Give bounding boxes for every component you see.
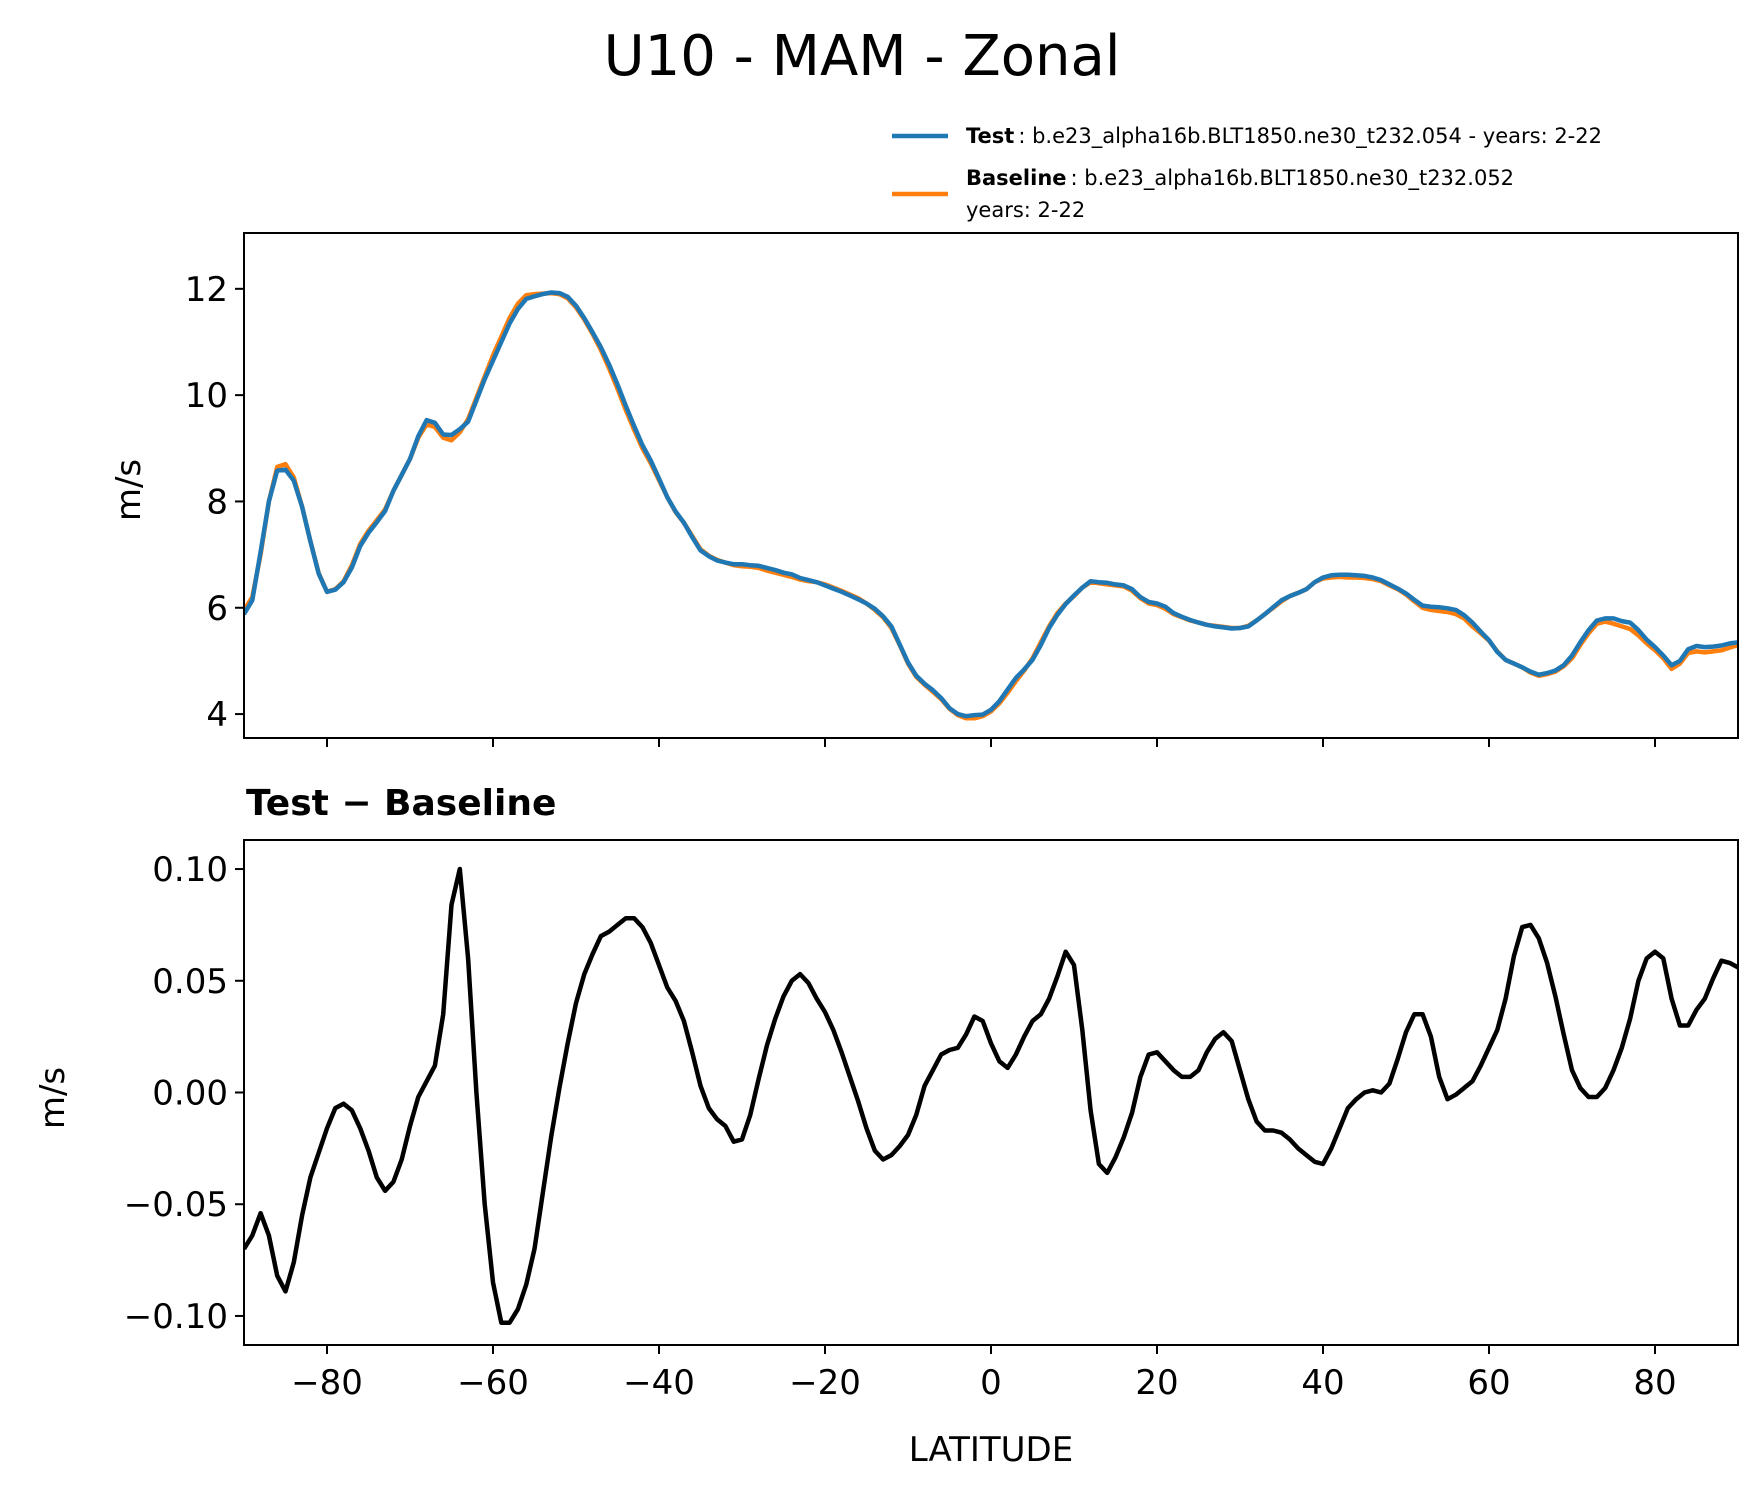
- top-y-ticks: 4 6 8 10 12: [185, 270, 244, 735]
- bottom-x-ticks: −80 −60 −40 −20 0 20 40 60 80: [291, 1345, 1677, 1403]
- figure-title: U10 - MAM - Zonal: [604, 24, 1121, 89]
- legend-baseline-text: Baseline: b.e23_alpha16b.BLT1850.ne30_t2…: [966, 166, 1514, 191]
- top-y-tick-label: 10: [185, 376, 228, 416]
- bottom-x-tick-label: −40: [623, 1363, 695, 1403]
- top-panel: 4 6 8 10 12 m/s: [109, 232, 1739, 747]
- legend-test-name: Test: [966, 124, 1014, 148]
- bottom-x-tick-label: 20: [1135, 1363, 1178, 1403]
- bottom-series-lines: [244, 866, 1738, 1325]
- top-x-ticks: [326, 738, 1656, 747]
- bottom-panel: Test − Baseline −0.10 −0.05 0.00 0.05 0.10 −…: [33, 783, 1739, 1470]
- top-y-tick-label: 8: [206, 482, 228, 522]
- top-series-line-test: [244, 290, 1738, 719]
- legend-baseline-years: years: 2-22: [966, 198, 1085, 222]
- bottom-x-tick-label: −80: [291, 1363, 363, 1403]
- legend-baseline-desc: : b.e23_alpha16b.BLT1850.ne30_t232.052: [1071, 166, 1515, 191]
- bottom-panel-title: Test − Baseline: [246, 783, 556, 824]
- bottom-x-axis-label: LATITUDE: [909, 1430, 1073, 1470]
- top-y-tick-label: 4: [206, 695, 228, 735]
- top-series-line-baseline: [244, 290, 1738, 721]
- bottom-y-tick-label: −0.10: [124, 1297, 228, 1337]
- legend: Test: b.e23_alpha16b.BLT1850.ne30_t232.0…: [892, 124, 1602, 222]
- legend-test-desc: : b.e23_alpha16b.BLT1850.ne30_t232.054 -…: [1018, 124, 1602, 149]
- bottom-x-tick-label: 60: [1467, 1363, 1510, 1403]
- bottom-y-tick-label: 0.05: [152, 962, 228, 1002]
- bottom-y-tick-label: −0.05: [124, 1185, 228, 1225]
- bottom-x-tick-label: 40: [1301, 1363, 1344, 1403]
- bottom-x-tick-label: −20: [789, 1363, 861, 1403]
- top-y-tick-label: 6: [206, 589, 228, 629]
- top-y-axis-label: m/s: [109, 459, 149, 521]
- bottom-x-tick-label: −60: [457, 1363, 529, 1403]
- top-y-tick-label: 12: [185, 270, 228, 310]
- bottom-y-axis-label: m/s: [33, 1067, 73, 1129]
- bottom-x-tick-label: 0: [980, 1363, 1002, 1403]
- top-series-lines: [244, 290, 1738, 721]
- bottom-x-tick-label: 80: [1633, 1363, 1676, 1403]
- bottom-y-tick-label: 0.00: [152, 1074, 228, 1114]
- bottom-y-ticks: −0.10 −0.05 0.00 0.05 0.10: [124, 850, 244, 1337]
- bottom-plot-frame: [243, 839, 1739, 1346]
- bottom-y-tick-label: 0.10: [152, 850, 228, 890]
- legend-test-text: Test: b.e23_alpha16b.BLT1850.ne30_t232.0…: [966, 124, 1602, 149]
- legend-baseline-name: Baseline: [966, 166, 1067, 190]
- bottom-series-line-test-baseline: [244, 866, 1738, 1325]
